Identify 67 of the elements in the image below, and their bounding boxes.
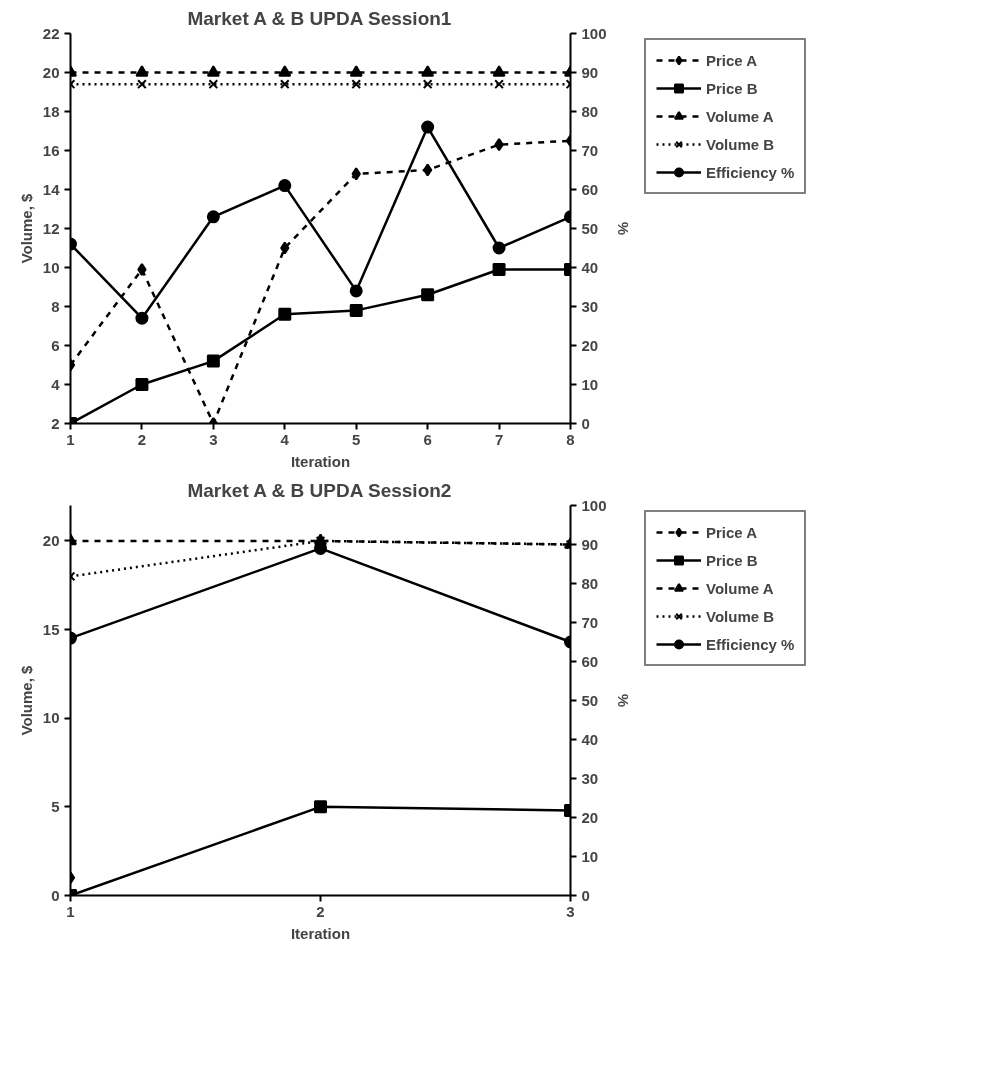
x-tick-label: 2	[137, 430, 147, 448]
y-axis-title: Volume, $	[17, 664, 35, 736]
x-tick-label: 6	[423, 430, 432, 448]
y2-tick-label: 20	[581, 808, 599, 826]
y2-tick-label: 40	[581, 730, 599, 748]
x-tick-label: 3	[209, 430, 218, 448]
y2-tick-label: 50	[581, 219, 599, 237]
x-tick-label: 5	[352, 430, 361, 448]
y-tick-label: 16	[42, 141, 60, 159]
y2-tick-label: 0	[581, 414, 590, 432]
y-tick-label: 2	[51, 414, 60, 432]
y-tick-label: 15	[42, 620, 60, 638]
y-tick-label: 14	[42, 180, 61, 198]
y2-axis-title: %	[614, 221, 632, 236]
legend-label: Volume B	[706, 135, 775, 153]
legend-label: Volume A	[706, 579, 774, 597]
y-tick-label: 6	[51, 336, 60, 354]
y-tick-label: 4	[51, 375, 61, 393]
y-tick-label: 20	[42, 531, 60, 549]
x-tick-label: 4	[280, 430, 290, 448]
legend-label: Volume B	[706, 607, 775, 625]
y2-tick-label: 0	[581, 886, 590, 904]
x-tick-label: 1	[66, 902, 75, 920]
y2-tick-label: 60	[581, 180, 599, 198]
y-tick-label: 10	[42, 258, 60, 276]
y2-tick-label: 40	[581, 258, 599, 276]
legend-label: Price A	[706, 523, 758, 541]
y-tick-label: 22	[42, 24, 60, 42]
y2-tick-label: 100	[581, 496, 607, 514]
legend-label: Efficiency %	[706, 163, 795, 181]
y2-tick-label: 50	[581, 691, 599, 709]
y2-tick-label: 100	[581, 24, 607, 42]
y-axis-title: Volume, $	[17, 192, 35, 264]
legend-label: Price B	[706, 79, 758, 97]
y2-tick-label: 70	[581, 141, 599, 159]
chart-title: Market A & B UPDA Session2	[187, 479, 452, 501]
y2-tick-label: 30	[581, 769, 599, 787]
legend-label: Efficiency %	[706, 635, 795, 653]
x-tick-label: 1	[66, 430, 75, 448]
y2-axis-title: %	[614, 693, 632, 708]
y2-tick-label: 90	[581, 535, 599, 553]
x-tick-label: 7	[494, 430, 504, 448]
y-tick-label: 12	[42, 219, 60, 237]
x-axis-title: Iteration	[290, 924, 351, 942]
x-axis-title: Iteration	[290, 452, 351, 470]
y-tick-label: 0	[51, 886, 60, 904]
legend-label: Price A	[706, 51, 758, 69]
y-tick-label: 10	[42, 709, 60, 727]
x-tick-label: 3	[566, 902, 575, 920]
y2-tick-label: 20	[581, 336, 599, 354]
y2-tick-label: 30	[581, 297, 599, 315]
legend-label: Price B	[706, 551, 758, 569]
x-tick-label: 2	[316, 902, 325, 920]
y2-tick-label: 90	[581, 63, 599, 81]
y2-tick-label: 10	[581, 375, 599, 393]
legend-label: Volume A	[706, 107, 774, 125]
y-tick-label: 8	[51, 297, 60, 315]
y2-tick-label: 10	[581, 847, 599, 865]
y2-tick-label: 80	[581, 574, 599, 592]
y-tick-label: 5	[51, 797, 60, 815]
chart-title: Market A & B UPDA Session1	[187, 7, 452, 29]
y-tick-label: 18	[42, 102, 60, 120]
y2-tick-label: 60	[581, 652, 599, 670]
y2-tick-label: 80	[581, 102, 599, 120]
x-tick-label: 8	[566, 430, 575, 448]
y-tick-label: 20	[42, 63, 60, 81]
y2-tick-label: 70	[581, 613, 599, 631]
